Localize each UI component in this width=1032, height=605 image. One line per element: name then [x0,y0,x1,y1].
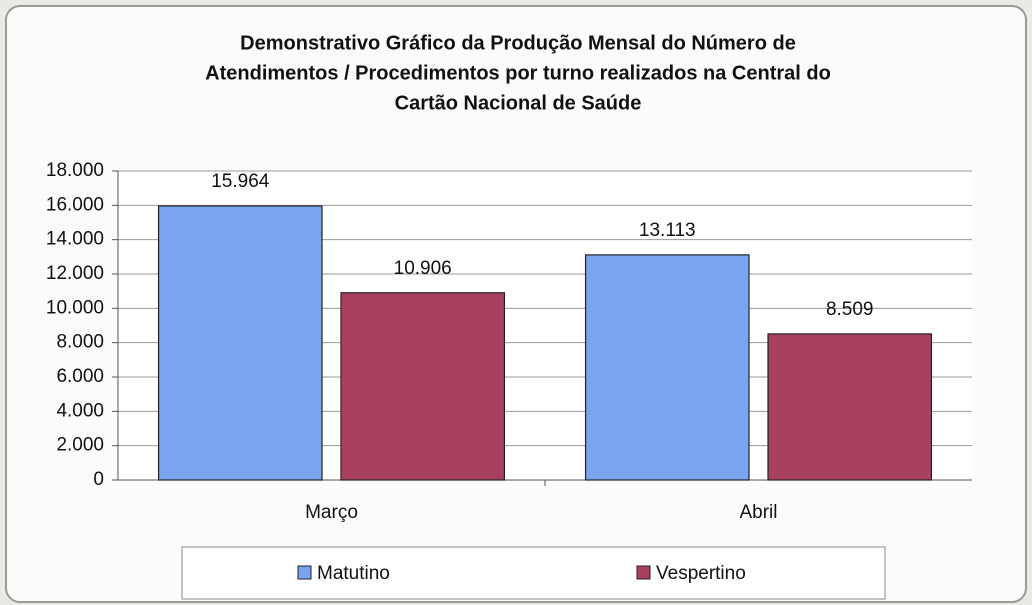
legend-swatch [636,565,651,580]
chart-title: Demonstrativo Gráfico da Produção Mensal… [240,32,796,54]
legend [181,546,886,600]
y-tick-label: 8.000 [56,332,104,353]
bar [767,333,933,481]
y-tick-label: 6.000 [56,366,104,387]
value-label: 10.906 [394,258,452,279]
legend-label: Matutino [317,563,390,584]
bar [584,254,750,481]
y-tick-label: 2.000 [56,435,104,456]
value-label: 15.964 [211,171,270,192]
y-tick-label: 0 [93,469,104,490]
value-label: 13.113 [639,220,696,241]
x-tick-label: Março [305,502,358,523]
chart-title: Atendimentos / Procedimentos por turno r… [205,62,831,84]
bar [340,292,506,481]
y-tick-label: 12.000 [46,263,104,284]
y-tick-label: 16.000 [46,194,104,215]
y-tick-label: 4.000 [56,400,104,421]
legend-label: Vespertino [656,563,746,584]
legend-swatch [297,565,312,580]
y-tick-label: 10.000 [46,297,104,318]
y-tick-label: 18.000 [46,160,104,181]
value-label: 8.509 [826,299,874,320]
y-tick-label: 14.000 [46,229,104,250]
bar [157,205,323,481]
x-tick-label: Abril [739,502,777,523]
chart-title: Cartão Nacional de Saúde [395,92,642,114]
